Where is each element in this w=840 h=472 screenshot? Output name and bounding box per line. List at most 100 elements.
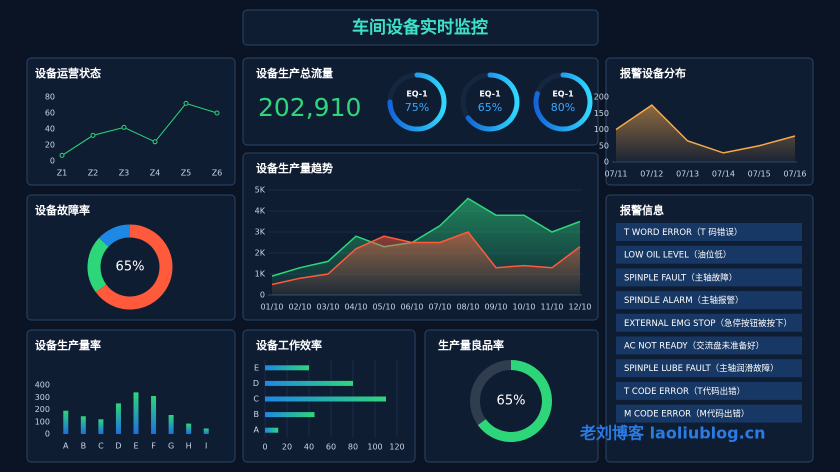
x-tick-label: I — [205, 442, 207, 451]
x-tick-label: 100 — [367, 443, 382, 452]
panel — [424, 329, 599, 463]
donut-segment — [95, 224, 173, 310]
alert-row — [616, 359, 802, 378]
data-point — [183, 100, 189, 106]
y-tick-label: 5K — [255, 186, 266, 195]
y-tick-label: A — [254, 426, 260, 435]
gauge-value: 65% — [478, 101, 502, 114]
gauge-arc — [387, 72, 447, 132]
bar — [168, 415, 174, 434]
gauge-name: EQ-1 — [406, 90, 428, 99]
alert-row — [616, 381, 802, 400]
x-tick-label: 20 — [282, 443, 292, 452]
x-tick-label: 07/11 — [604, 170, 627, 179]
x-tick-label: 07/10 — [428, 303, 451, 312]
alert-row — [616, 313, 802, 332]
y-tick-label: B — [254, 410, 260, 419]
x-tick-label: Z3 — [119, 169, 130, 178]
y-tick-label: 3K — [255, 228, 266, 237]
alert-text: SPINPLE FAULT（主轴故障） — [624, 272, 737, 283]
total-value: 202,910 — [258, 93, 361, 122]
alert-row — [616, 336, 802, 355]
data-line — [271, 231, 581, 286]
y-tick-label: 150 — [594, 109, 609, 118]
title-box — [242, 9, 599, 46]
bar — [63, 410, 69, 434]
x-tick-label: 07/13 — [676, 170, 699, 179]
gauge-value: 75% — [405, 101, 429, 114]
alert-text: T WORD ERROR（T 码错误） — [623, 227, 742, 238]
panel-title: 设备生产量趋势 — [256, 161, 333, 175]
watermark: 老刘博客 laoliublog.cn — [579, 424, 766, 443]
gauge-arc — [465, 72, 520, 132]
bar — [151, 396, 157, 434]
alert-row — [616, 223, 802, 241]
y-tick-label: 300 — [35, 393, 50, 402]
x-tick-label: 07/16 — [783, 170, 806, 179]
donut-segment — [99, 224, 131, 248]
bar — [80, 416, 86, 434]
panel-title: 报警设备分布 — [620, 66, 686, 80]
y-tick-label: 0 — [45, 430, 50, 439]
data-point — [214, 110, 220, 116]
panel — [26, 194, 236, 321]
bar — [265, 380, 353, 386]
x-tick-label: 09/10 — [484, 303, 507, 312]
x-tick-label: 60 — [326, 443, 336, 452]
alert-text: LOW OIL LEVEL（油位低） — [624, 250, 731, 261]
x-tick-label: 07/12 — [640, 170, 663, 179]
bar — [265, 412, 315, 418]
x-tick-label: 06/10 — [400, 303, 423, 312]
x-tick-label: A — [63, 442, 69, 451]
data-line — [61, 102, 218, 156]
y-tick-label: 100 — [35, 417, 50, 426]
alert-text: T CODE ERROR（T代码出错） — [623, 386, 745, 397]
x-tick-label: 07/15 — [748, 170, 771, 179]
bar — [98, 419, 104, 434]
x-tick-label: D — [115, 442, 121, 451]
bar — [265, 365, 309, 371]
y-tick-label: 0 — [50, 157, 55, 166]
data-point — [121, 124, 127, 130]
alert-row — [616, 245, 802, 264]
y-tick-label: 80 — [45, 93, 55, 102]
bar — [133, 392, 139, 434]
panel — [242, 329, 416, 463]
x-tick-label: E — [133, 442, 138, 451]
x-tick-label: B — [81, 442, 87, 451]
panel — [26, 57, 236, 186]
alert-row — [616, 404, 802, 423]
y-tick-label: 2K — [255, 249, 266, 258]
panel-title: 设备生产总流量 — [256, 66, 333, 80]
x-tick-label: 80 — [348, 443, 358, 452]
x-tick-label: 02/10 — [288, 303, 311, 312]
gauge-arc — [533, 72, 593, 132]
y-tick-label: 400 — [35, 381, 50, 390]
x-tick-label: 120 — [389, 443, 404, 452]
x-tick-label: C — [98, 442, 104, 451]
data-line — [271, 197, 581, 277]
x-tick-label: Z1 — [57, 169, 68, 178]
page-title: 车间设备实时监控 — [352, 17, 488, 38]
y-tick-label: 100 — [594, 125, 609, 134]
bar — [186, 423, 192, 434]
progress-arc — [477, 360, 552, 442]
x-tick-label: Z4 — [150, 169, 161, 178]
panel-title: 设备工作效率 — [256, 338, 322, 352]
x-tick-label: H — [186, 442, 192, 451]
x-tick-label: 10/10 — [512, 303, 535, 312]
donut-segment — [87, 237, 109, 292]
x-tick-label: 07/14 — [712, 170, 735, 179]
data-point — [152, 139, 158, 145]
alert-text: AC NOT READY（交流盘未准备好） — [624, 341, 764, 352]
x-tick-label: 04/10 — [344, 303, 367, 312]
alert-row — [616, 268, 802, 287]
panel-title: 设备运营状态 — [35, 66, 101, 80]
x-tick-label: 03/10 — [316, 303, 339, 312]
y-tick-label: 200 — [35, 405, 50, 414]
x-tick-label: 08/10 — [456, 303, 479, 312]
panel-title: 设备故障率 — [35, 203, 90, 217]
x-tick-label: Z5 — [181, 169, 192, 178]
panel — [26, 329, 236, 463]
